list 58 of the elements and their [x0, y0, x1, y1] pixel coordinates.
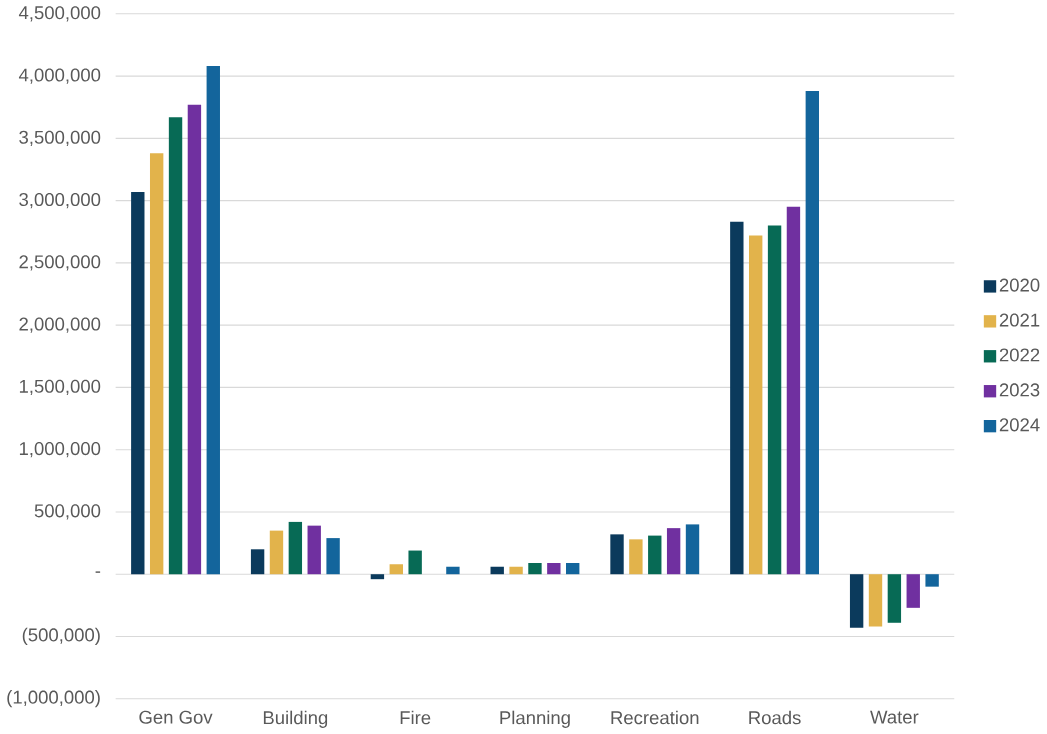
y-tick-label: (500,000) — [22, 627, 100, 646]
bar — [749, 235, 763, 575]
y-tick-label: 3,000,000 — [19, 192, 101, 209]
legend-label: 2021 — [999, 313, 1040, 327]
bar — [906, 574, 920, 608]
y-tick-label: (1,000,000) — [7, 690, 100, 708]
x-tick-label: Building — [263, 710, 328, 728]
y-tick-label: 3,500,000 — [19, 130, 101, 146]
bar — [131, 191, 145, 575]
bar — [730, 221, 744, 575]
legend-label: 2024 — [999, 418, 1040, 432]
bar — [629, 539, 643, 575]
bar — [925, 574, 939, 587]
bar — [849, 574, 864, 628]
y-tick-label: 4,000,000 — [18, 68, 101, 84]
bar — [528, 562, 542, 575]
y-tick-label: 2,000,000 — [19, 317, 101, 333]
y-tick-label: 1,000,000 — [19, 441, 101, 458]
bar — [288, 521, 303, 575]
bar — [868, 574, 883, 627]
legend-label: 2023 — [999, 383, 1040, 397]
y-tick-label: 2,500,000 — [19, 255, 101, 271]
bar — [149, 153, 164, 575]
x-tick-label: Roads — [749, 710, 801, 725]
y-tick-label: 1,500,000 — [19, 379, 101, 395]
x-tick-label: Water — [870, 710, 919, 724]
x-tick-label: Recreation — [611, 710, 699, 725]
bar — [887, 574, 902, 623]
bar — [685, 524, 700, 575]
bar — [326, 538, 340, 575]
bar — [389, 564, 403, 575]
x-tick-label: Planning — [500, 710, 570, 728]
legend-label: 2020 — [999, 278, 1040, 292]
bar — [446, 566, 460, 575]
bar — [566, 562, 580, 575]
x-tick-label: Fire — [400, 710, 431, 725]
bar — [610, 534, 624, 575]
bar — [250, 549, 265, 575]
bar — [767, 225, 782, 575]
bar — [490, 566, 504, 575]
bar — [307, 525, 321, 575]
y-tick-label: 500,000 — [34, 504, 101, 520]
bar — [648, 535, 662, 575]
bar — [666, 528, 681, 575]
bar — [805, 90, 819, 575]
y-tick-label: - — [95, 571, 101, 573]
bar — [269, 530, 284, 575]
bar — [187, 104, 202, 575]
bar — [206, 66, 220, 575]
bar — [370, 574, 385, 580]
legend-label: 2022 — [999, 348, 1040, 362]
bar — [786, 206, 801, 575]
bar — [408, 550, 422, 575]
bar — [547, 562, 561, 575]
y-tick-label: 4,500,000 — [18, 6, 101, 22]
bar — [168, 117, 183, 575]
x-tick-label: Gen Gov — [139, 710, 213, 724]
bar — [509, 566, 523, 575]
